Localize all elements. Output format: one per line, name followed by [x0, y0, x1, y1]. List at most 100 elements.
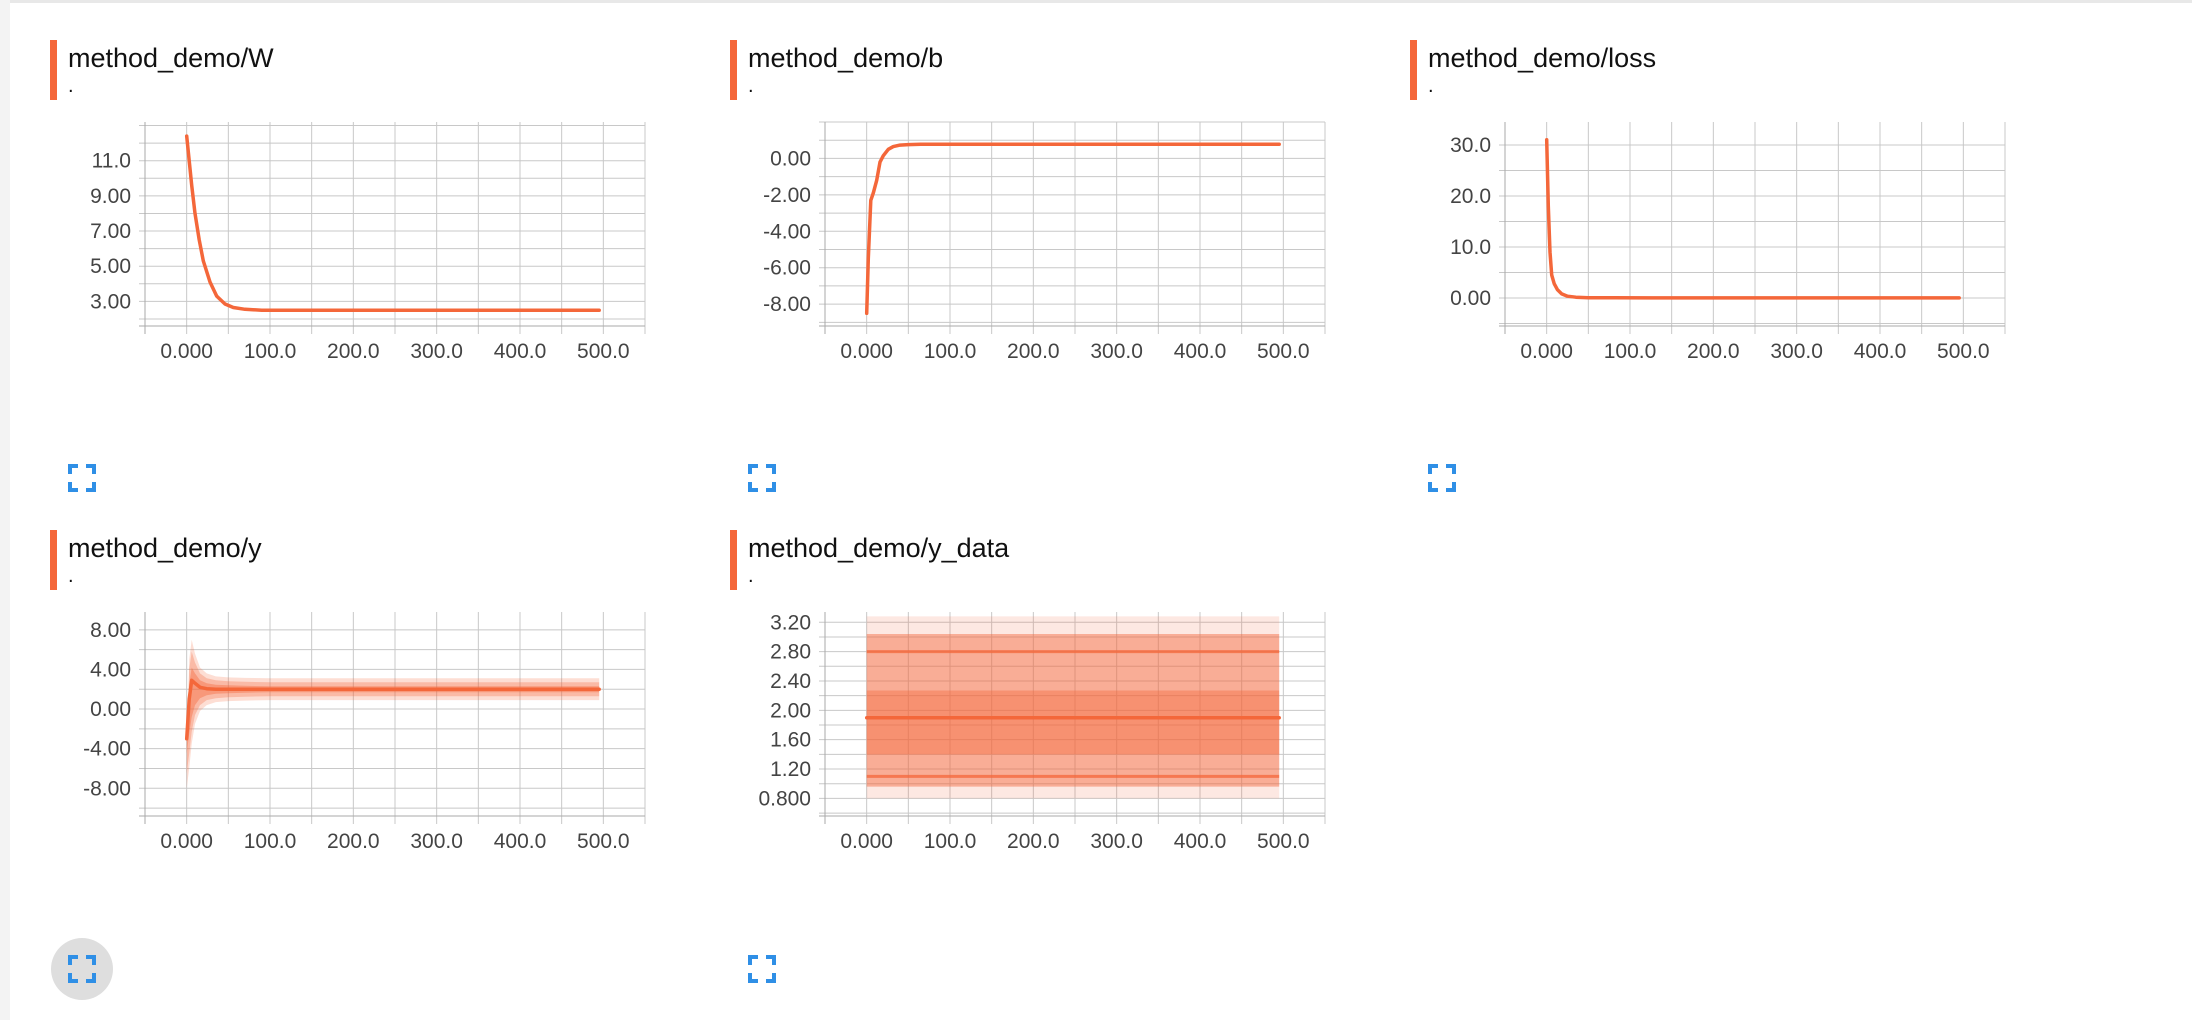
- x-tick-label: 100.0: [924, 340, 977, 363]
- top-border: [0, 0, 2192, 3]
- fullscreen-icon: [68, 955, 96, 983]
- x-tick-label: 300.0: [1770, 340, 1823, 363]
- y-tick-label: 8.00: [90, 619, 131, 642]
- x-tick-label: 200.0: [327, 340, 380, 363]
- x-tick-label: 0.000: [160, 340, 213, 363]
- grid: [139, 612, 646, 824]
- card-subtitle: .: [68, 565, 74, 587]
- fullscreen-icon: [748, 464, 776, 492]
- x-tick-label: 0.000: [840, 830, 893, 853]
- distribution-chart: 0.800 1.20 1.60 2.00 2.40 2.80 3.20 0.000 100.0 2…: [758, 611, 1326, 853]
- card-subtitle: .: [1428, 75, 1434, 97]
- line-chart: 3.00 5.00 7.00 9.00 11.0 0.000 100.0 200.0 300.0…: [90, 122, 646, 363]
- card-title: method_demo/y: [68, 533, 262, 563]
- x-tick-label: 0.000: [840, 340, 893, 363]
- distribution-band: [866, 690, 1280, 755]
- expand-button[interactable]: [731, 447, 793, 509]
- left-border: [0, 0, 10, 1020]
- distribution-band: [866, 616, 1280, 799]
- accent-bar: [730, 530, 737, 590]
- card-title: method_demo/y_data: [748, 533, 1010, 563]
- y-tick-label: 0.00: [770, 147, 811, 170]
- y-tick-label: 9.00: [90, 185, 131, 208]
- card-title: method_demo/W: [68, 43, 274, 73]
- line-chart: -8.00 -6.00 -4.00 -2.00 0.00 0.000 100.0 200.0 3…: [763, 121, 1326, 363]
- y-tick-label: 0.800: [758, 787, 811, 810]
- x-tick-label: 500.0: [1257, 340, 1310, 363]
- card-subtitle: .: [748, 565, 754, 587]
- y-tick-label: 2.40: [770, 670, 811, 693]
- histogram-card-y: method_demo/y . -8.00 -4.00 0.00 4.00 8.00 0.…: [50, 530, 710, 1010]
- y-tick-label: 0.00: [90, 698, 131, 721]
- y-tick-label: 30.0: [1450, 134, 1491, 157]
- fullscreen-icon: [68, 464, 96, 492]
- x-tick-label: 400.0: [494, 340, 547, 363]
- x-tick-label: 0.000: [160, 830, 213, 853]
- expand-button[interactable]: [51, 938, 113, 1000]
- accent-bar: [50, 40, 57, 100]
- scalar-card-loss: method_demo/loss . 0.00 10.0 20.0 30.0 0.000…: [1410, 40, 2070, 520]
- distribution-band: [866, 634, 1280, 787]
- y-tick-label: 2.80: [770, 641, 811, 664]
- y-tick-label: 1.20: [770, 758, 811, 781]
- expand-button[interactable]: [51, 447, 113, 509]
- series-line: [1544, 138, 1961, 300]
- accent-bar: [50, 530, 57, 590]
- expand-button[interactable]: [1411, 447, 1473, 509]
- y-tick-label: 5.00: [90, 255, 131, 278]
- card-subtitle: .: [68, 75, 74, 97]
- x-tick-label: 400.0: [494, 830, 547, 853]
- series-line: [184, 678, 601, 741]
- x-tick-label: 200.0: [1007, 830, 1060, 853]
- grid: [819, 121, 1326, 334]
- series-line: [864, 142, 1281, 316]
- x-tick-label: 100.0: [244, 340, 297, 363]
- x-tick-label: 500.0: [1257, 830, 1310, 853]
- x-tick-label: 100.0: [1604, 340, 1657, 363]
- expand-button[interactable]: [731, 938, 793, 1000]
- y-tick-label: 4.00: [90, 658, 131, 681]
- grid: [1499, 122, 2006, 334]
- accent-bar: [1410, 40, 1417, 100]
- x-tick-label: 300.0: [1090, 830, 1143, 853]
- x-tick-label: 400.0: [1854, 340, 1907, 363]
- scalar-card-W: method_demo/W . 3.00 5.00 7.00 9.00 11.0 0.00…: [50, 40, 710, 520]
- y-tick-label: 0.00: [1450, 287, 1491, 310]
- card-title: method_demo/loss: [1428, 43, 1657, 73]
- scalar-card-b: method_demo/b . -8.00 -6.00 -4.00 -2.00 0.00…: [730, 40, 1390, 520]
- y-tick-label: 11.0: [92, 150, 131, 173]
- y-tick-label: -2.00: [763, 184, 811, 207]
- y-tick-label: 3.00: [90, 290, 131, 313]
- fullscreen-icon: [748, 955, 776, 983]
- card-title: method_demo/b: [748, 43, 944, 73]
- x-tick-label: 200.0: [327, 830, 380, 853]
- x-tick-label: 500.0: [577, 830, 630, 853]
- x-tick-label: 0.000: [1520, 340, 1573, 363]
- x-tick-label: 100.0: [924, 830, 977, 853]
- y-tick-label: -4.00: [83, 738, 131, 761]
- y-tick-label: -8.00: [83, 777, 131, 800]
- x-tick-label: 200.0: [1007, 340, 1060, 363]
- y-tick-label: -8.00: [763, 293, 811, 316]
- y-tick-label: 1.60: [770, 729, 811, 752]
- fullscreen-icon: [1428, 464, 1456, 492]
- series-line: [184, 134, 601, 312]
- x-tick-label: 500.0: [1937, 340, 1990, 363]
- card-subtitle: .: [748, 75, 754, 97]
- x-tick-label: 500.0: [577, 340, 630, 363]
- x-tick-label: 400.0: [1174, 340, 1227, 363]
- distribution-chart: -8.00 -4.00 0.00 4.00 8.00 0.000 100.0 200.0 300…: [83, 612, 646, 853]
- x-tick-label: 300.0: [410, 830, 463, 853]
- y-tick-label: 10.0: [1450, 236, 1491, 259]
- y-tick-label: 7.00: [90, 220, 131, 243]
- x-tick-label: 400.0: [1174, 830, 1227, 853]
- x-tick-label: 200.0: [1687, 340, 1740, 363]
- distribution-band: [186, 639, 600, 789]
- x-tick-label: 300.0: [410, 340, 463, 363]
- y-tick-label: -4.00: [763, 220, 811, 243]
- y-tick-label: 20.0: [1450, 185, 1491, 208]
- y-tick-label: 2.00: [770, 699, 811, 722]
- y-tick-label: -6.00: [763, 257, 811, 280]
- y-tick-label: 3.20: [770, 611, 811, 634]
- accent-bar: [730, 40, 737, 100]
